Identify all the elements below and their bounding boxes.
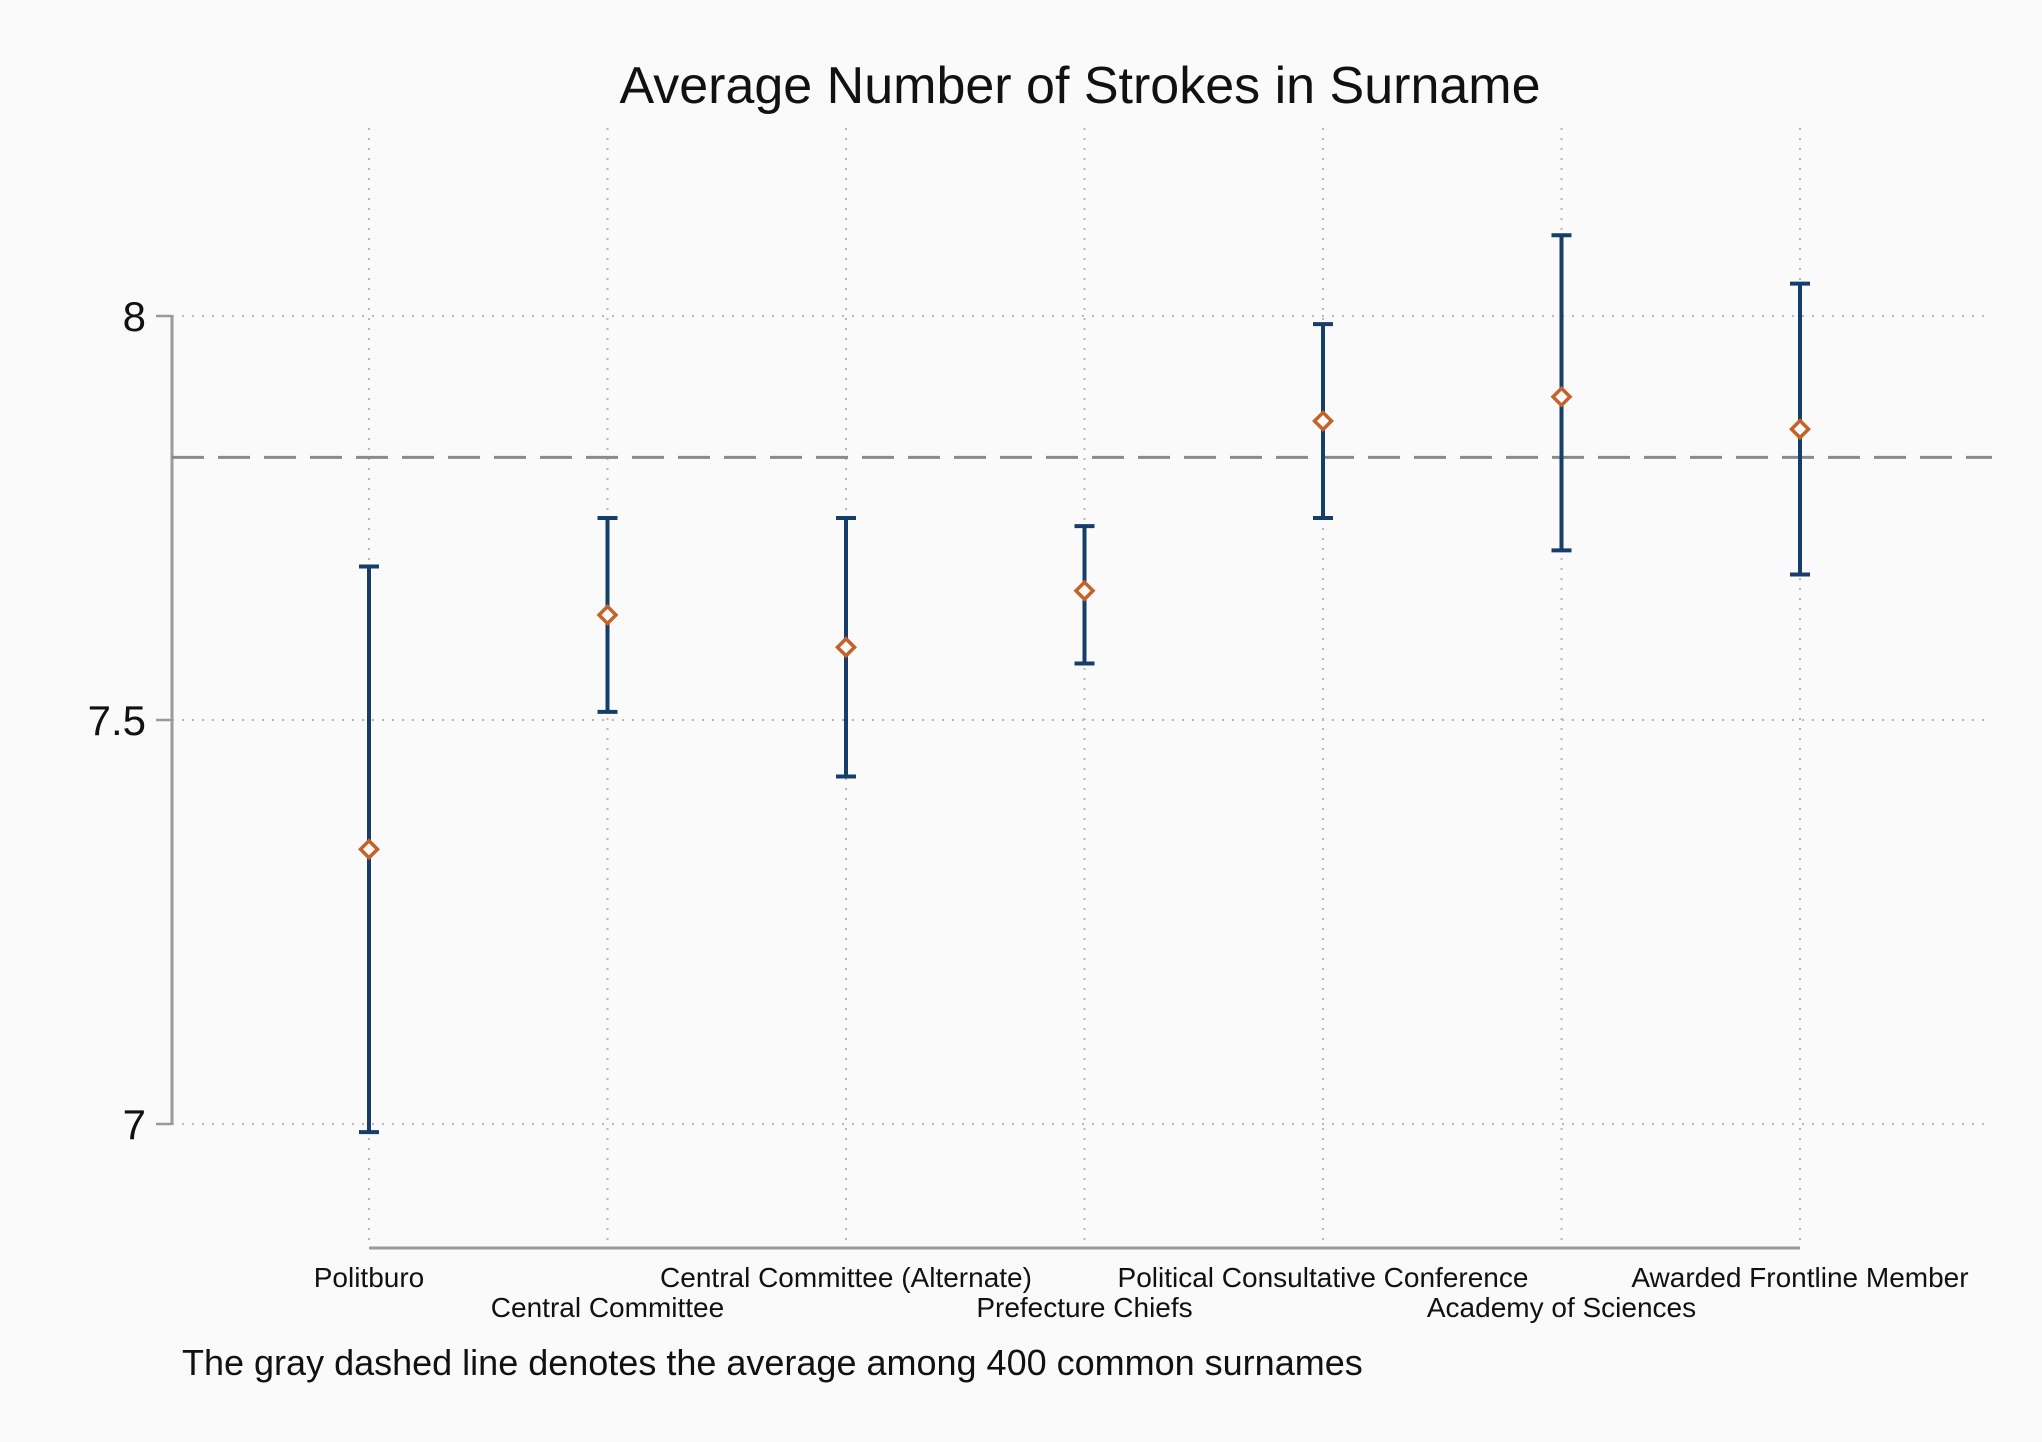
chart-note: The gray dashed line denotes the average… bbox=[182, 1342, 1363, 1383]
x-category-label-2: Central Committee (Alternate) bbox=[660, 1262, 1032, 1293]
chart-title: Average Number of Strokes in Surname bbox=[619, 57, 1540, 115]
x-category-label-5: Academy of Sciences bbox=[1427, 1292, 1696, 1323]
point-marker-0 bbox=[358, 838, 380, 861]
marks-layer bbox=[358, 233, 1811, 1135]
point-marker-1 bbox=[596, 603, 619, 626]
point-marker-2 bbox=[835, 636, 857, 659]
axis-layer: 77.58 bbox=[88, 293, 1800, 1250]
point-marker-6 bbox=[1789, 418, 1811, 441]
y-tick-label-1: 7.5 bbox=[88, 697, 146, 744]
y-tick-label-0: 7 bbox=[123, 1101, 146, 1148]
x-category-label-1: Central Committee bbox=[491, 1292, 724, 1323]
point-marker-5 bbox=[1550, 385, 1573, 408]
x-category-label-4: Political Consultative Conference bbox=[1118, 1262, 1529, 1293]
x-category-label-0: Politburo bbox=[314, 1262, 425, 1293]
grid-layer bbox=[172, 128, 1992, 1245]
point-marker-4 bbox=[1312, 410, 1334, 433]
point-marker-3 bbox=[1073, 579, 1096, 602]
x-category-label-6: Awarded Frontline Member bbox=[1631, 1262, 1968, 1293]
x-category-label-3: Prefecture Chiefs bbox=[976, 1292, 1192, 1323]
y-tick-label-2: 8 bbox=[123, 293, 146, 340]
